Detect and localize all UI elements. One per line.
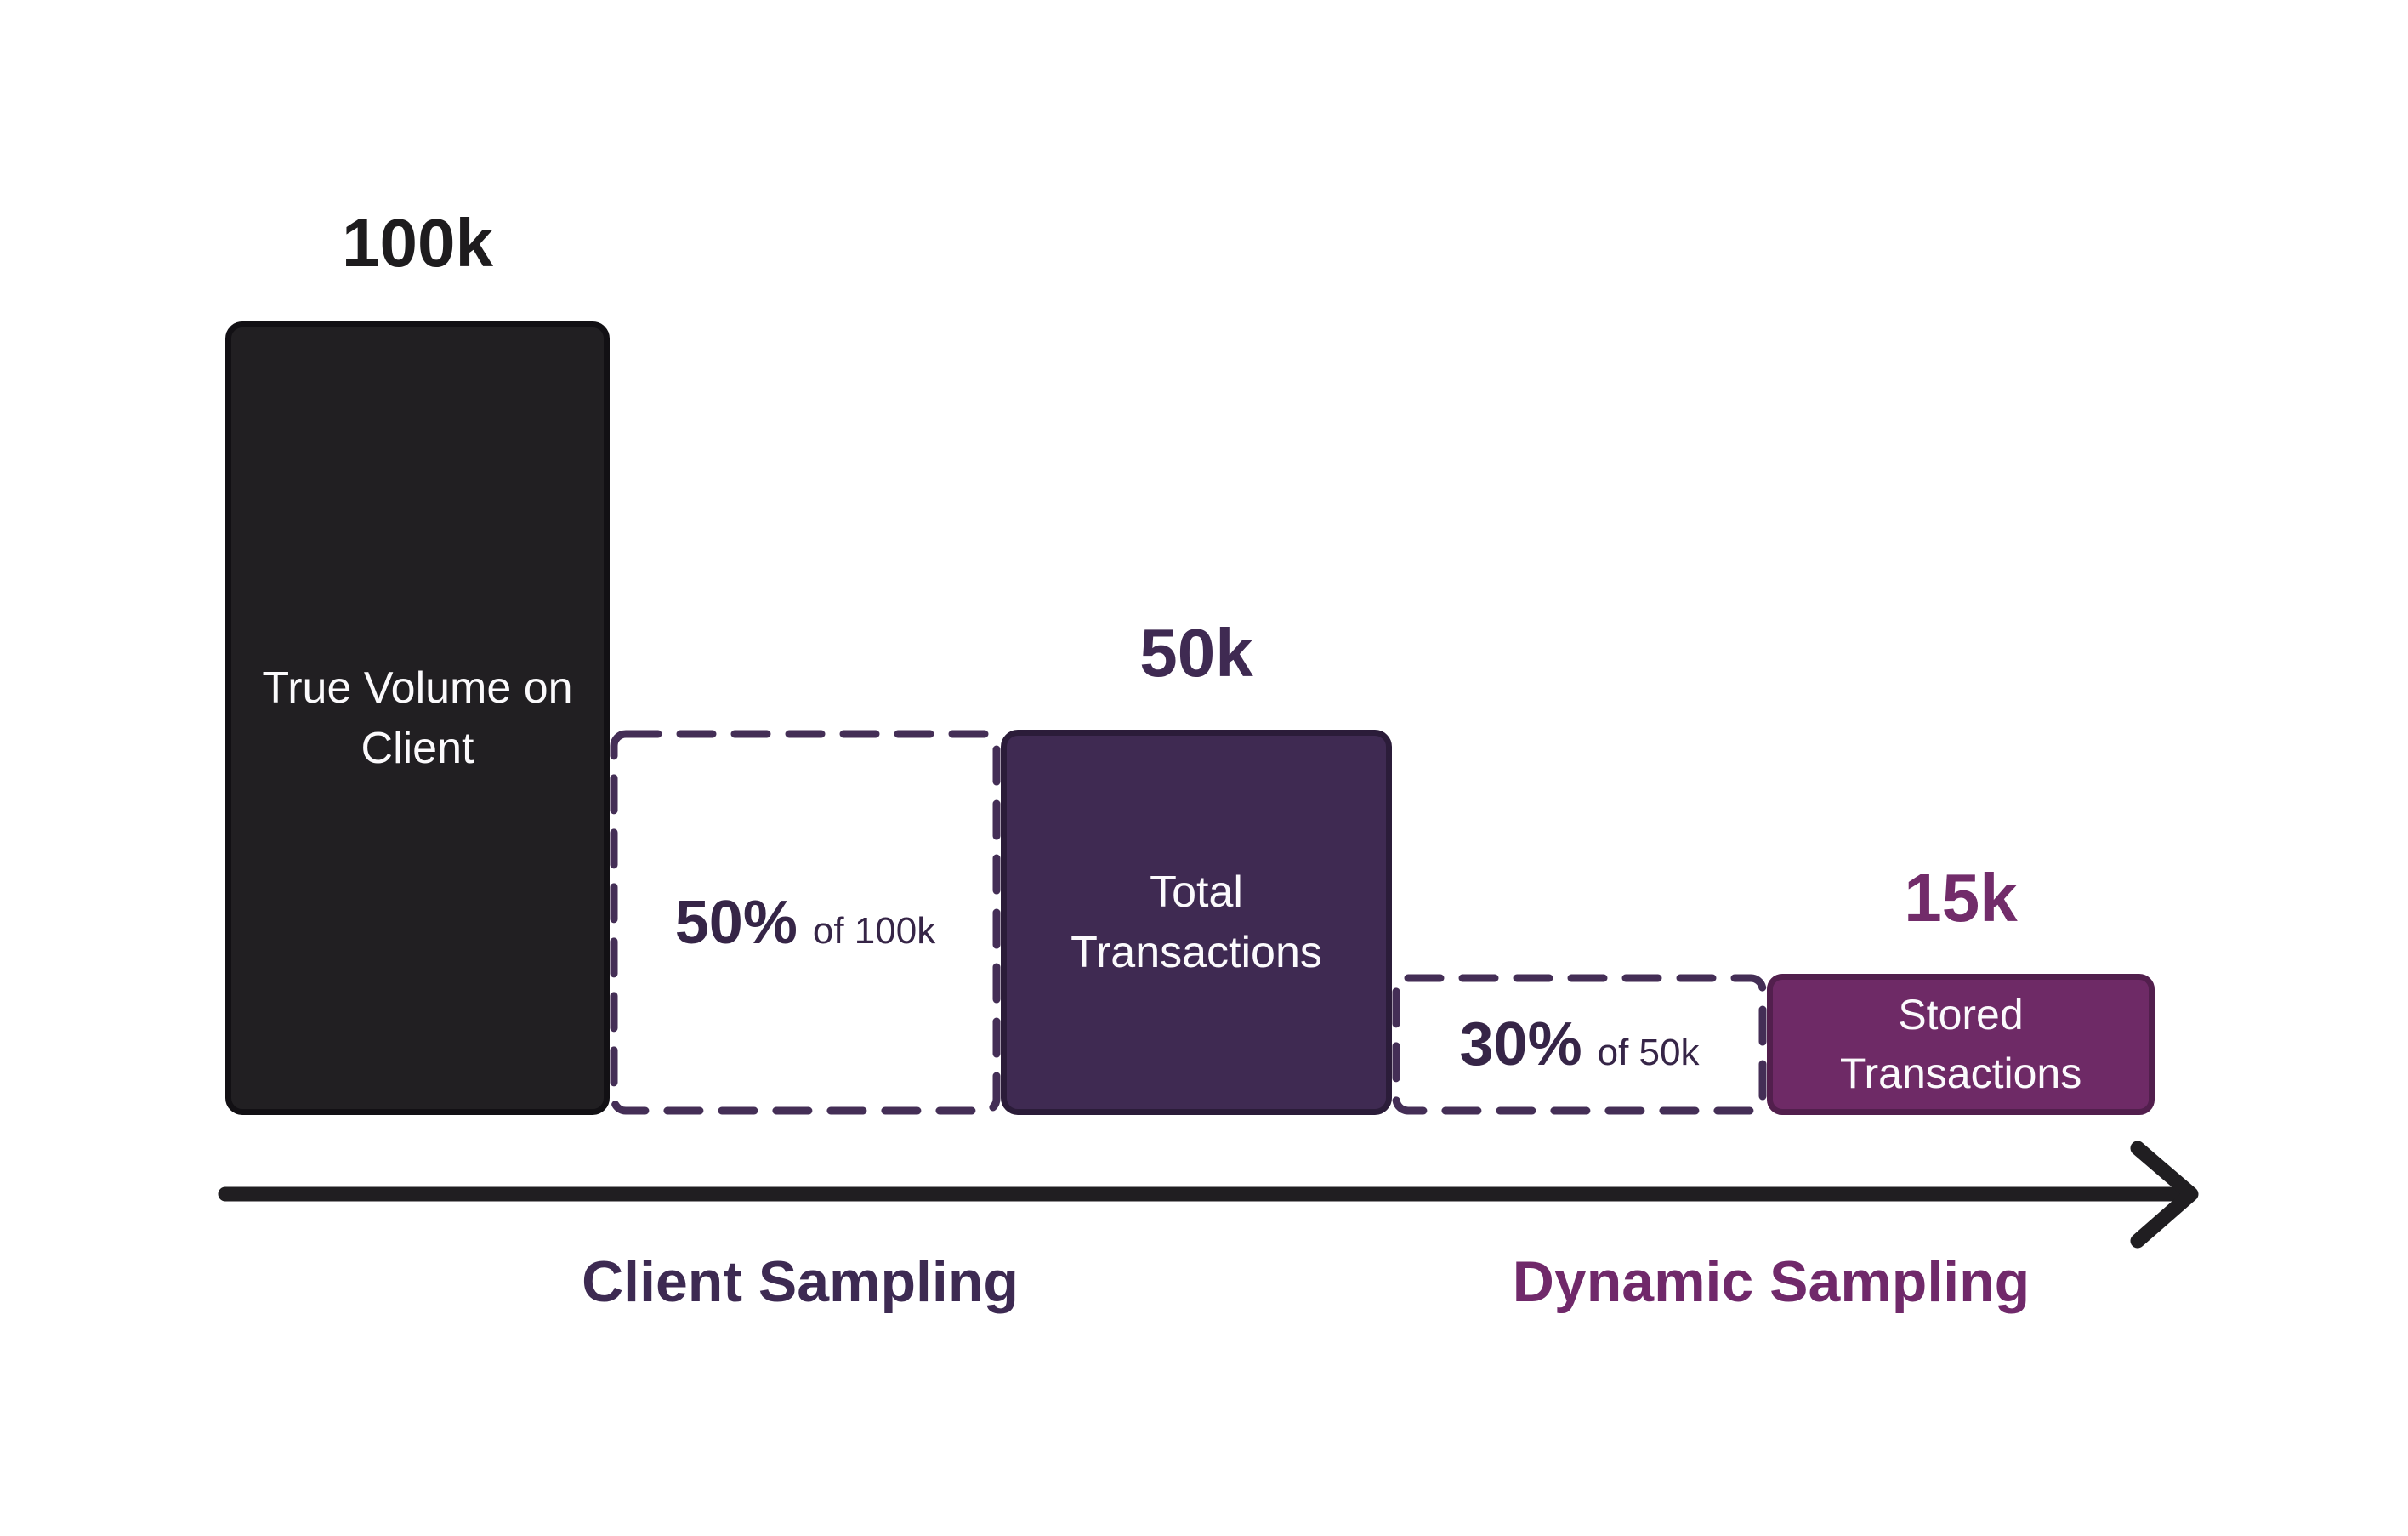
stored-transactions-bar-label-line1: Stored	[1898, 991, 2024, 1038]
dynamic-sampling-rate-text: 30% of 50k	[1460, 1010, 1700, 1079]
client-sampling-percent: 50%	[674, 888, 798, 957]
total-transactions-value-label: 50k	[1139, 615, 1253, 691]
client-sampling-rate-text: 50% of 100k	[675, 888, 935, 958]
dynamic-sampling-rate: 30% of 50k	[1392, 974, 1767, 1115]
dynamic-sampling-stage-label: Dynamic Sampling	[1512, 1249, 2030, 1314]
true-volume-bar: True Volume on Client	[225, 321, 610, 1115]
client-sampling-rate: 50% of 100k	[610, 730, 1001, 1115]
true-volume-bar-label-line2: Client	[361, 723, 474, 773]
true-volume-value-label: 100k	[342, 205, 493, 281]
flow-arrow-head-icon	[2130, 1141, 2199, 1249]
stored-transactions-bar-label-line2: Transactions	[1839, 1050, 2082, 1097]
total-transactions-bar: Total Transactions	[1001, 730, 1392, 1115]
stored-transactions-value-label: 15k	[1904, 860, 2018, 936]
dynamic-sampling-of-label: of 50k	[1597, 1032, 1700, 1073]
dynamic-sampling-percent: 30%	[1459, 1010, 1582, 1078]
total-transactions-bar-label-line1: Total	[1150, 868, 1243, 918]
total-transactions-bar-label-line2: Transactions	[1071, 927, 1322, 977]
client-sampling-stage-label: Client Sampling	[582, 1249, 1019, 1314]
stored-transactions-bar-label: Stored Transactions	[1840, 986, 2081, 1103]
stored-transactions-bar: Stored Transactions	[1767, 974, 2155, 1115]
true-volume-bar-label: True Volume on Client	[262, 658, 572, 777]
total-transactions-bar-label: Total Transactions	[1071, 862, 1322, 981]
client-sampling-of-label: of 100k	[812, 909, 936, 952]
true-volume-bar-label-line1: True Volume on	[262, 663, 573, 714]
